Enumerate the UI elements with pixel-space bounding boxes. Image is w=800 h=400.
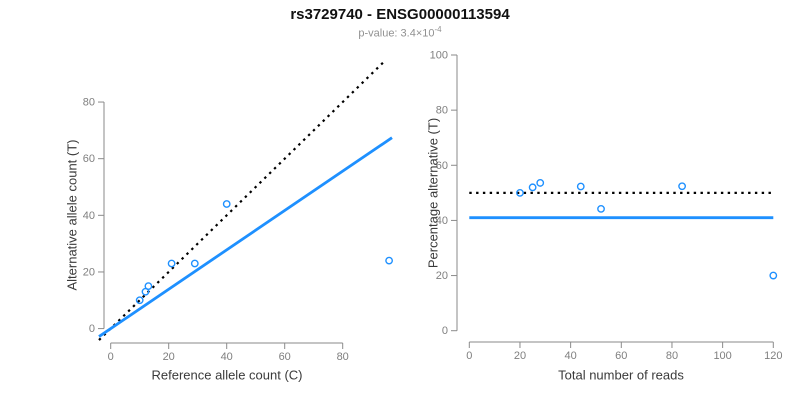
left-y-axis-title: Alternative allele count (T) xyxy=(64,139,80,291)
right-y-axis-title: Percentage alternative (T) xyxy=(425,117,441,269)
x-tick-label: 60 xyxy=(279,351,291,363)
y-tick-label: 20 xyxy=(83,266,95,278)
x-tick-label: 80 xyxy=(337,351,349,363)
y-tick-label: 40 xyxy=(436,215,448,227)
data-point xyxy=(144,282,153,291)
p-value-text: p-value: 3.4×10 xyxy=(358,27,435,40)
y-tick-label: 80 xyxy=(436,105,448,117)
y-tick-label: 60 xyxy=(83,153,95,165)
p-value-exponent: -4 xyxy=(434,25,442,34)
x-tick-label: 60 xyxy=(615,350,627,362)
y-tick-label: 100 xyxy=(430,50,448,62)
x-tick-label: 40 xyxy=(565,350,577,362)
y-tick-label: 80 xyxy=(83,97,95,109)
data-point xyxy=(167,259,176,268)
y-tick-label: 0 xyxy=(442,325,448,337)
data-point xyxy=(536,179,545,187)
p-value-subtitle: p-value: 3.4×10-4 xyxy=(0,25,800,40)
x-tick-label: 100 xyxy=(713,350,731,362)
data-point xyxy=(528,183,537,192)
data-point xyxy=(678,182,686,191)
x-tick-label: 20 xyxy=(163,351,175,363)
data-point xyxy=(135,296,144,305)
identity-line xyxy=(98,59,387,341)
left-x-axis-title: Reference allele count (C) xyxy=(151,367,303,383)
data-point xyxy=(576,182,585,191)
x-tick-label: 0 xyxy=(466,350,472,362)
x-tick-label: 80 xyxy=(666,350,678,362)
right-x-axis-title: Total number of reads xyxy=(558,367,684,383)
y-tick-label: 20 xyxy=(436,270,448,282)
y-tick-label: 40 xyxy=(83,210,95,222)
y-tick-label: 60 xyxy=(436,160,448,172)
page-title: rs3729740 - ENSG00000113594 xyxy=(290,6,510,23)
data-point xyxy=(222,200,231,208)
fit-line xyxy=(98,136,393,338)
x-tick-label: 40 xyxy=(221,351,233,363)
data-point xyxy=(516,188,524,197)
data-point xyxy=(769,271,778,280)
x-tick-label: 0 xyxy=(108,351,114,363)
right-panel: 0 20 40 60 80 100 120 0 20 40 60 80 100 xyxy=(430,50,783,363)
data-point xyxy=(597,204,605,213)
data-point xyxy=(385,256,393,265)
x-tick-label: 20 xyxy=(514,350,526,362)
y-tick-label: 0 xyxy=(89,323,95,335)
left-panel: 0 20 40 60 80 0 20 40 60 80 xyxy=(83,59,393,363)
x-tick-label: 120 xyxy=(764,350,782,362)
data-point xyxy=(190,259,199,268)
